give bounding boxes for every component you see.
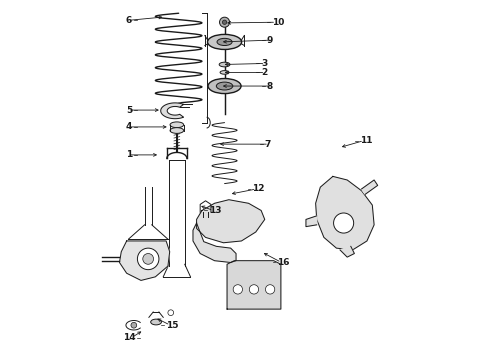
- Circle shape: [137, 248, 159, 270]
- Text: 7: 7: [265, 140, 271, 149]
- Text: 11: 11: [360, 136, 372, 145]
- Circle shape: [143, 253, 153, 264]
- Text: 3: 3: [261, 59, 268, 68]
- Circle shape: [131, 322, 137, 328]
- Polygon shape: [193, 223, 236, 262]
- Circle shape: [233, 285, 243, 294]
- Ellipse shape: [219, 62, 230, 67]
- Ellipse shape: [170, 122, 184, 128]
- Text: 8: 8: [267, 82, 273, 91]
- Ellipse shape: [208, 78, 241, 94]
- Circle shape: [222, 20, 227, 24]
- Text: 2: 2: [261, 68, 268, 77]
- Polygon shape: [306, 216, 317, 226]
- Text: 10: 10: [272, 18, 284, 27]
- Ellipse shape: [208, 35, 242, 49]
- Polygon shape: [120, 241, 170, 280]
- Circle shape: [334, 213, 354, 233]
- Circle shape: [168, 310, 173, 316]
- Text: 6: 6: [126, 16, 132, 25]
- Polygon shape: [227, 261, 281, 309]
- Text: 13: 13: [209, 206, 221, 215]
- Text: 16: 16: [277, 258, 290, 267]
- Text: 1: 1: [126, 150, 132, 159]
- Ellipse shape: [151, 319, 161, 325]
- Polygon shape: [196, 200, 265, 243]
- Polygon shape: [340, 246, 354, 257]
- Text: 15: 15: [166, 321, 179, 330]
- Circle shape: [249, 285, 259, 294]
- Ellipse shape: [216, 82, 233, 90]
- Text: 4: 4: [125, 122, 132, 131]
- Circle shape: [266, 285, 275, 294]
- Ellipse shape: [170, 128, 184, 134]
- Text: 5: 5: [126, 105, 132, 114]
- Text: 12: 12: [252, 184, 265, 193]
- Circle shape: [220, 17, 230, 27]
- Polygon shape: [161, 103, 183, 119]
- Ellipse shape: [217, 39, 232, 45]
- Ellipse shape: [220, 71, 229, 74]
- Polygon shape: [362, 180, 378, 194]
- Polygon shape: [316, 176, 374, 250]
- Text: 9: 9: [267, 36, 273, 45]
- Text: 14: 14: [123, 333, 136, 342]
